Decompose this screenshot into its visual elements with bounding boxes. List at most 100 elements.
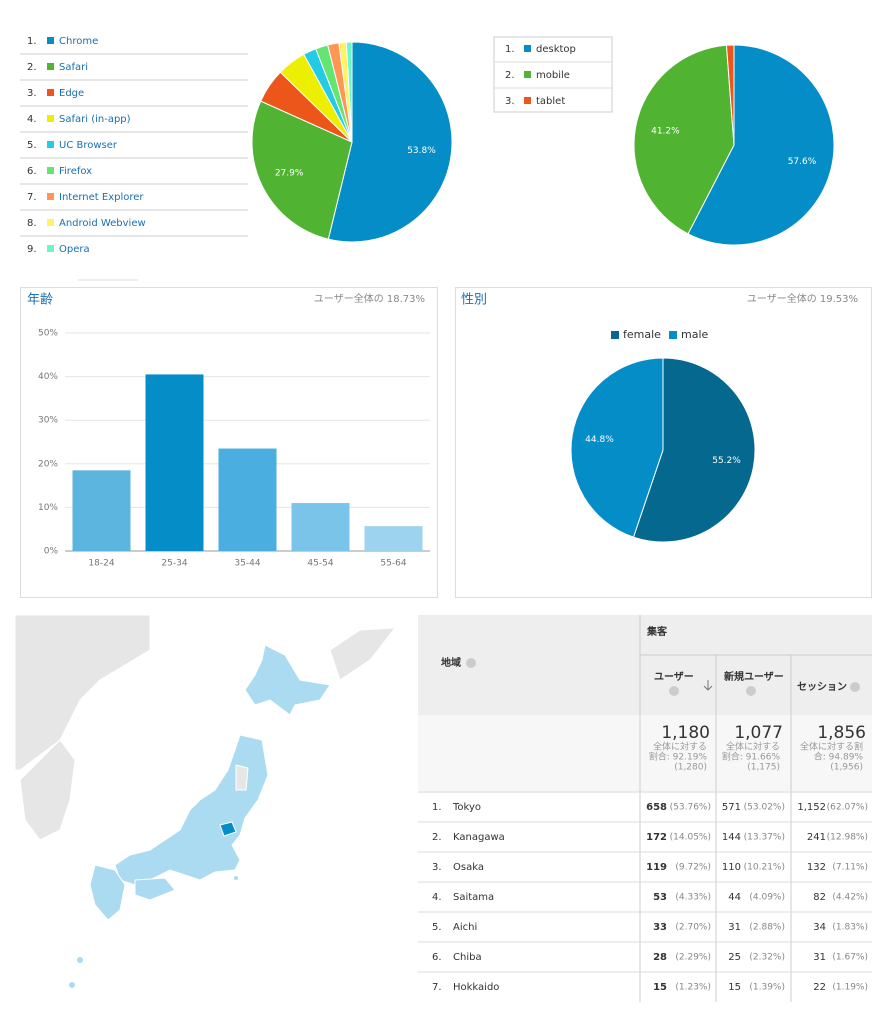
legend-item[interactable]: Safari (in-app) bbox=[59, 114, 131, 125]
row-rank: 5. bbox=[432, 922, 442, 933]
legend-item[interactable]: tablet bbox=[536, 96, 565, 107]
legend-item[interactable]: Safari bbox=[59, 62, 88, 73]
panel-title: 年齢 bbox=[27, 293, 53, 308]
legend-swatch bbox=[47, 245, 54, 252]
legend-swatch bbox=[611, 331, 619, 339]
row-percent: (1.67%) bbox=[832, 953, 868, 963]
legend-rank: 5. bbox=[27, 140, 37, 151]
slice-label: 53.8% bbox=[407, 146, 436, 156]
row-value: 571 bbox=[722, 802, 741, 813]
row-name[interactable]: Osaka bbox=[453, 862, 484, 873]
legend-rank: 2. bbox=[505, 70, 515, 81]
total-note: 合: 94.89% bbox=[814, 751, 864, 763]
row-value: 1,152 bbox=[797, 802, 826, 813]
row-percent: (1.83%) bbox=[832, 923, 868, 933]
legend-item[interactable]: male bbox=[681, 328, 709, 341]
sort-arrow bbox=[703, 680, 713, 691]
column-head[interactable]: ユーザー bbox=[654, 671, 694, 683]
help-icon[interactable] bbox=[746, 686, 756, 696]
row-value: 28 bbox=[653, 952, 667, 963]
row-name[interactable]: Kanagawa bbox=[453, 832, 505, 843]
row-percent: (4.33%) bbox=[675, 893, 711, 903]
legend-swatch bbox=[47, 37, 54, 44]
row-percent: (2.70%) bbox=[675, 923, 711, 933]
help-icon[interactable] bbox=[850, 682, 860, 692]
slice-label: 57.6% bbox=[788, 157, 817, 167]
legend-swatch bbox=[524, 45, 531, 52]
map-region bbox=[114, 734, 269, 886]
table-head: 地域 bbox=[441, 656, 461, 669]
row-percent: (14.05%) bbox=[670, 833, 711, 843]
total-note: 全体に対する bbox=[653, 741, 707, 753]
row-name[interactable]: Tokyo bbox=[452, 802, 481, 813]
x-tick-label: 35-44 bbox=[234, 559, 260, 569]
legend-item[interactable]: desktop bbox=[536, 44, 576, 55]
legend-rank: 9. bbox=[27, 244, 37, 255]
legend-box bbox=[493, 36, 613, 113]
column-head[interactable]: 新規ユーザー bbox=[724, 670, 784, 683]
legend-swatch bbox=[47, 141, 54, 148]
legend-rank: 3. bbox=[27, 88, 37, 99]
column-head[interactable]: セッション bbox=[797, 681, 847, 693]
map-region bbox=[134, 877, 176, 901]
bar bbox=[218, 448, 277, 551]
legend-rank: 4. bbox=[27, 114, 37, 125]
legend-rank: 2. bbox=[27, 62, 37, 73]
pie-slice bbox=[251, 100, 353, 240]
legend-item[interactable]: Internet Explorer bbox=[59, 192, 144, 203]
y-tick-label: 30% bbox=[38, 416, 58, 426]
row-value: 144 bbox=[722, 832, 741, 843]
pie-slice bbox=[632, 357, 756, 543]
legend-item[interactable]: Firefox bbox=[59, 166, 92, 177]
pie-slice bbox=[345, 41, 353, 143]
row-name[interactable]: Saitama bbox=[453, 892, 494, 903]
row-percent: (4.42%) bbox=[832, 893, 868, 903]
legend-item[interactable]: Opera bbox=[59, 244, 90, 255]
x-tick-label: 55-64 bbox=[380, 559, 406, 569]
legend-item[interactable]: Chrome bbox=[59, 36, 98, 47]
row-value: 44 bbox=[728, 892, 741, 903]
legend-item[interactable]: mobile bbox=[536, 70, 570, 81]
table-totals bbox=[418, 715, 872, 793]
row-name[interactable]: Aichi bbox=[453, 922, 477, 933]
row-value: 172 bbox=[646, 832, 667, 843]
legend-item[interactable]: UC Browser bbox=[59, 140, 118, 151]
row-value: 31 bbox=[813, 952, 826, 963]
x-tick-label: 25-34 bbox=[161, 559, 187, 569]
legend-rank: 1. bbox=[27, 36, 37, 47]
row-percent: (4.09%) bbox=[749, 893, 785, 903]
row-value: 15 bbox=[728, 982, 741, 993]
y-tick-label: 0% bbox=[44, 547, 59, 557]
legend-swatch bbox=[669, 331, 677, 339]
legend-item[interactable]: female bbox=[623, 328, 661, 341]
row-percent: (9.72%) bbox=[675, 863, 711, 873]
total-value: 1,077 bbox=[734, 723, 783, 743]
legend-swatch bbox=[47, 115, 54, 122]
legend-item[interactable]: Edge bbox=[59, 88, 84, 99]
slice-label: 41.2% bbox=[651, 127, 680, 137]
row-rank: 1. bbox=[432, 802, 442, 813]
row-percent: (62.07%) bbox=[827, 803, 868, 813]
table-head: 集客 bbox=[646, 625, 668, 638]
map-region bbox=[244, 644, 331, 716]
x-tick-label: 18-24 bbox=[88, 559, 114, 569]
row-rank: 6. bbox=[432, 952, 442, 963]
legend-rank: 7. bbox=[27, 192, 37, 203]
total-value: 1,180 bbox=[661, 723, 710, 743]
legend-swatch bbox=[47, 219, 54, 226]
total-note: 割合: 91.66% bbox=[722, 751, 781, 763]
slice-label: 44.8% bbox=[585, 435, 614, 445]
pie-slice bbox=[327, 41, 453, 243]
panel-subtitle: ユーザー全体の 19.53% bbox=[747, 292, 858, 305]
legend-item[interactable]: Android Webview bbox=[59, 218, 146, 229]
row-name[interactable]: Hokkaido bbox=[453, 982, 499, 993]
row-name[interactable]: Chiba bbox=[453, 952, 482, 963]
total-note: (1,280) bbox=[674, 763, 707, 773]
help-icon[interactable] bbox=[669, 686, 679, 696]
row-value: 15 bbox=[653, 982, 667, 993]
row-percent: (7.11%) bbox=[832, 863, 868, 873]
pie-slice bbox=[633, 44, 735, 235]
table-header bbox=[418, 615, 872, 715]
help-icon[interactable] bbox=[466, 658, 476, 668]
